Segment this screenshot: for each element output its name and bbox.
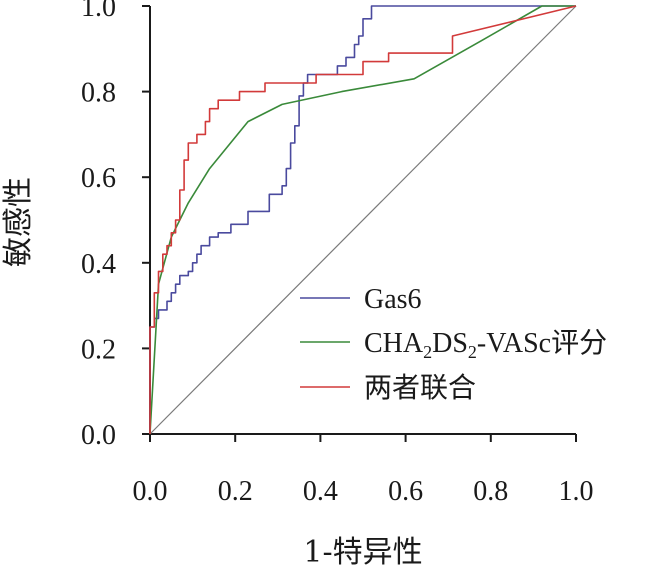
legend-label-2: 两者联合 — [364, 371, 476, 404]
x-tick-label: 1.0 — [559, 476, 594, 507]
legend-label-part: 2 — [468, 342, 477, 362]
y-tick-label: 1.0 — [81, 0, 116, 23]
series-line-2 — [149, 5, 577, 434]
axes: 0.0 0.2 0.4 0.6 0.8 1.0 0.0 0.2 0.4 0.6 0.8 1.0 — [81, 0, 594, 507]
series-line-0 — [149, 5, 576, 434]
reference-diagonal-line — [149, 5, 577, 435]
y-tick-label: 0.0 — [81, 420, 116, 451]
legend-label-part: -VASc — [477, 328, 551, 359]
legend-label-0: Gas6 — [364, 284, 422, 315]
x-tick-label: 0.4 — [303, 476, 338, 507]
legend-label-part: 2 — [423, 342, 432, 362]
y-tick-label: 0.6 — [81, 163, 116, 194]
y-tick-label: 0.8 — [81, 78, 116, 109]
series-layer — [149, 5, 577, 435]
legend-label-part: 评分 — [551, 326, 607, 359]
x-tick-label: 0.2 — [218, 476, 253, 507]
x-tick-label: 0.6 — [388, 476, 423, 507]
legend-label-part: DS — [432, 328, 468, 359]
x-axis-title: 1-特异性 — [303, 535, 422, 570]
y-axis-title: 敏感性 — [1, 177, 36, 267]
legend-label-part: CHA — [364, 328, 424, 359]
legend-label-1: CHA2DS2-VASc评分 — [364, 326, 607, 362]
y-tick-label: 0.2 — [81, 334, 116, 365]
x-tick-label: 0.8 — [473, 476, 508, 507]
y-tick-label: 0.4 — [81, 249, 116, 280]
x-tick-label: 0.0 — [133, 476, 168, 507]
